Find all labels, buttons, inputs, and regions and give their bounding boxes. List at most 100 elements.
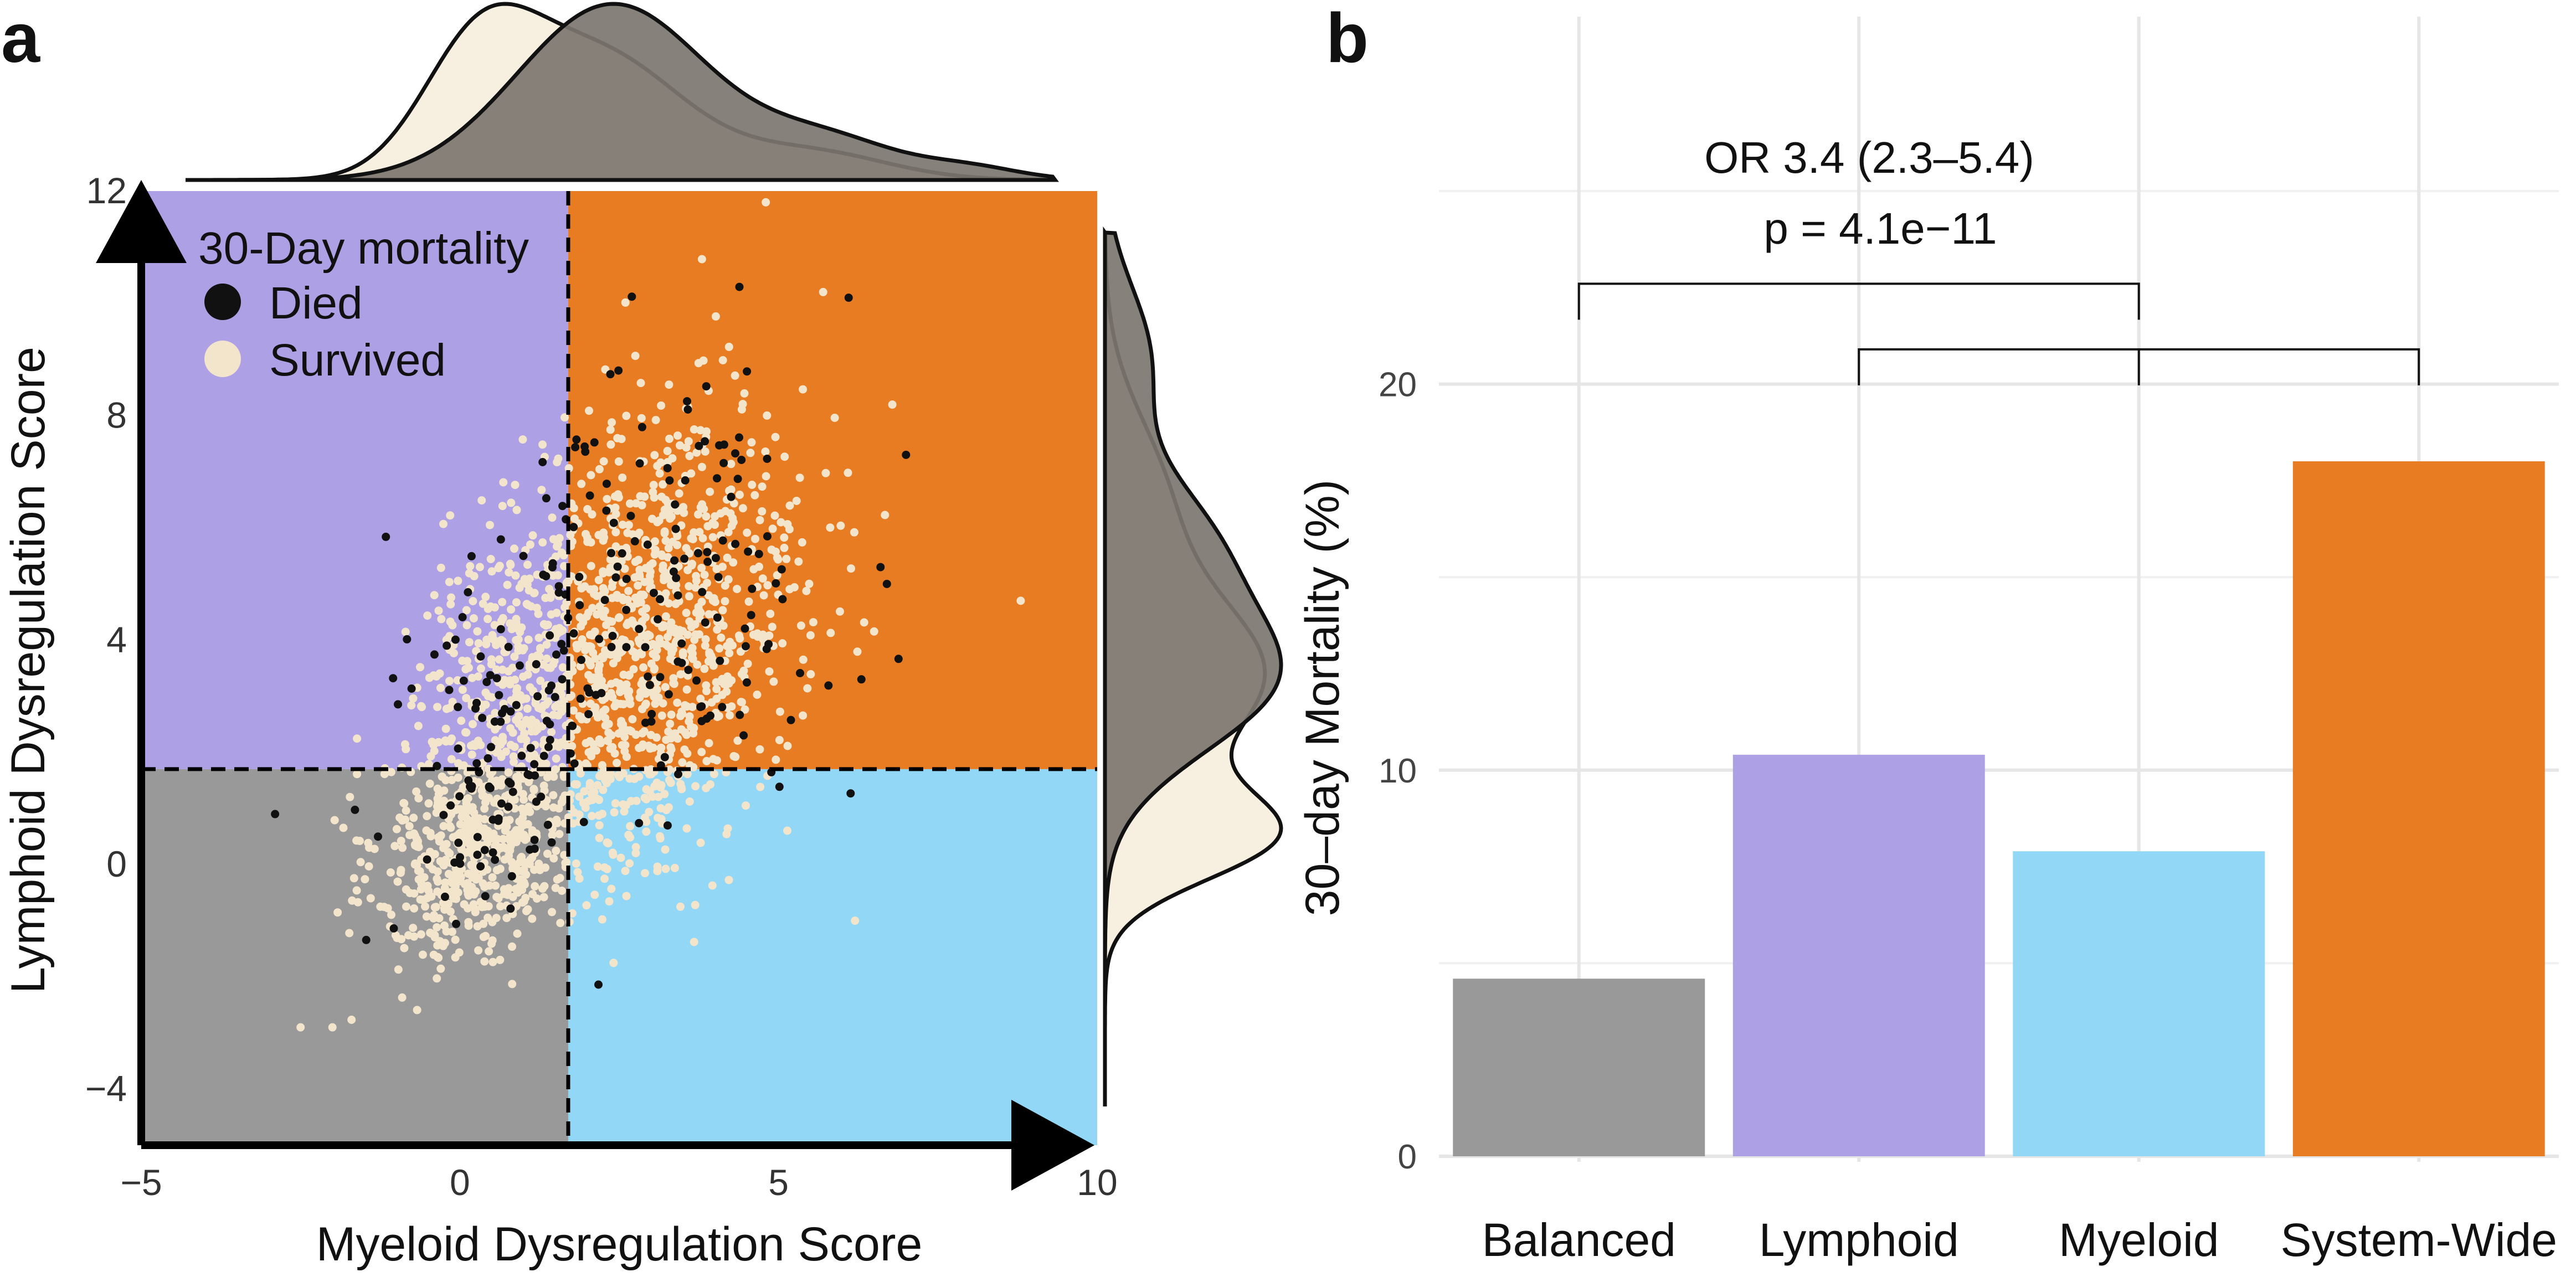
point-died — [606, 370, 615, 379]
point-survived — [638, 704, 646, 713]
point-survived — [607, 884, 616, 893]
point-survived — [631, 352, 640, 361]
point-survived — [512, 506, 521, 514]
point-died — [446, 801, 455, 810]
point-survived — [593, 713, 602, 722]
point-survived — [625, 859, 634, 868]
point-survived — [516, 825, 525, 834]
point-survived — [625, 499, 634, 508]
point-died — [473, 833, 482, 842]
point-survived — [673, 540, 682, 549]
point-survived — [433, 867, 442, 876]
point-survived — [510, 652, 519, 661]
point-survived — [549, 660, 558, 669]
point-died — [547, 838, 556, 847]
point-survived — [352, 886, 361, 895]
point-died — [608, 631, 617, 640]
point-survived — [691, 782, 700, 791]
point-died — [683, 397, 691, 406]
density-x-died — [186, 2, 1059, 182]
x-tick-label: −5 — [120, 1162, 162, 1203]
point-died — [471, 704, 480, 713]
panel-b-letter: b — [1326, 0, 1369, 77]
panel-a-letter: a — [1, 0, 40, 77]
point-survived — [663, 446, 672, 455]
point-survived — [498, 598, 507, 606]
point-survived — [421, 902, 429, 911]
point-survived — [799, 385, 808, 394]
point-died — [526, 744, 535, 753]
point-survived — [718, 563, 727, 571]
point-died — [452, 919, 460, 928]
point-died — [433, 761, 441, 770]
y-tick-label: 20 — [1379, 366, 1417, 404]
point-survived — [615, 773, 624, 781]
point-survived — [491, 709, 500, 717]
point-died — [523, 770, 532, 779]
point-survived — [436, 964, 445, 973]
point-survived — [650, 550, 659, 559]
point-survived — [541, 863, 549, 872]
point-survived — [439, 519, 448, 528]
point-survived — [661, 496, 670, 504]
point-survived — [442, 927, 451, 936]
point-died — [857, 675, 866, 684]
category-label: System-Wide — [2281, 1214, 2557, 1266]
point-died — [456, 853, 464, 862]
point-survived — [455, 830, 464, 838]
point-died — [480, 846, 489, 854]
point-survived — [881, 511, 889, 519]
point-survived — [611, 528, 620, 537]
y-tick-label: 0 — [106, 843, 127, 884]
point-survived — [348, 896, 357, 905]
point-survived — [464, 918, 473, 926]
point-survived — [473, 818, 482, 827]
point-survived — [449, 649, 458, 657]
point-died — [577, 656, 585, 665]
point-died — [697, 702, 706, 711]
point-survived — [623, 528, 632, 537]
point-died — [786, 715, 795, 724]
point-survived — [547, 589, 556, 598]
point-survived — [692, 571, 701, 580]
point-died — [557, 640, 566, 648]
point-survived — [556, 919, 565, 928]
point-survived — [676, 902, 685, 911]
point-died — [644, 672, 652, 681]
point-survived — [557, 738, 566, 747]
point-survived — [474, 639, 483, 648]
point-survived — [433, 923, 441, 932]
point-survived — [366, 894, 375, 903]
point-died — [507, 872, 516, 880]
point-survived — [696, 426, 705, 435]
point-survived — [588, 510, 597, 519]
point-survived — [533, 725, 542, 734]
point-survived — [603, 495, 611, 503]
point-survived — [635, 572, 644, 581]
point-survived — [683, 749, 692, 758]
point-died — [455, 792, 464, 801]
point-survived — [394, 965, 403, 974]
point-survived — [575, 792, 584, 801]
point-survived — [467, 862, 476, 870]
point-survived — [775, 707, 784, 716]
point-survived — [667, 745, 676, 754]
point-survived — [506, 846, 515, 855]
point-survived — [517, 853, 526, 861]
point-survived — [476, 664, 485, 673]
point-survived — [654, 813, 662, 822]
point-survived — [474, 873, 483, 882]
point-survived — [504, 667, 513, 676]
point-survived — [661, 612, 670, 621]
point-survived — [569, 706, 578, 715]
point-died — [663, 464, 672, 472]
point-died — [576, 694, 585, 703]
point-survived — [682, 824, 691, 833]
point-died — [530, 836, 539, 845]
point-survived — [525, 859, 534, 868]
point-survived — [446, 600, 455, 609]
point-died — [594, 980, 603, 989]
point-died — [876, 563, 885, 571]
point-died — [552, 650, 561, 659]
